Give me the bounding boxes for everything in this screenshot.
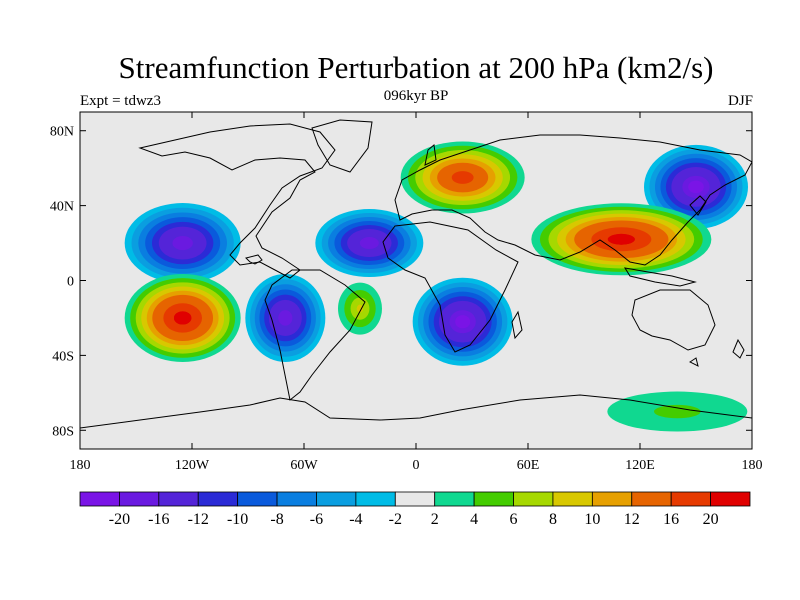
colorbar-box [355,491,396,507]
colorbar-box [552,491,593,507]
contour-band [173,237,192,250]
colorbar-box [591,491,633,507]
colorbar-box [631,491,672,507]
season-label: DJF [727,93,753,109]
field-feature [531,203,712,276]
x-tick-label: 0 [413,458,420,473]
colorbar-box [394,491,436,507]
x-tick-label: 120W [175,458,210,473]
colorbar-box [473,491,514,507]
y-axis: 80N 40N 0 40S 80S [50,125,752,439]
colorbar-box [513,491,554,507]
x-axis: 180 120W 60W 0 60E 120E 180 [70,112,763,473]
field-feature [338,282,382,335]
colorbar-label: -4 [349,511,362,528]
contour-band [455,315,471,329]
colorbar-box [119,491,160,507]
contour-band [654,404,701,419]
colorbar-label: 10 [584,511,600,528]
colorbar-box [158,491,199,507]
colorbar-label: -16 [148,511,169,528]
field-feature [124,203,241,284]
field-feature [607,391,748,432]
field-feature [412,277,513,366]
field-feature [400,141,525,214]
colorbar-label: 4 [470,511,478,528]
colorbar-label: -10 [227,511,248,528]
x-tick-label: 180 [742,458,763,473]
colorbar-label: 16 [663,511,679,528]
colorbar-box [276,491,317,507]
y-tick-label: 80S [52,424,74,439]
field-feature [315,209,424,278]
plot-title: Streamfunction Perturbation at 200 hPa (… [118,50,714,85]
colorbar-box [197,491,239,507]
colorbar-box [79,491,120,507]
x-tick-label: 180 [70,458,91,473]
experiment-label: Expt = tdwz3 [80,93,161,109]
colorbar-label: -6 [310,511,323,528]
contour-band [361,237,378,249]
colorbar-label: -20 [109,511,130,528]
field-feature [124,273,241,362]
colorbar-label: 20 [703,511,719,528]
colorbar-box [237,491,278,507]
y-tick-label: 40S [52,349,74,364]
field-feature [245,273,326,362]
x-tick-label: 120E [625,458,655,473]
y-tick-label: 40N [50,200,74,215]
y-tick-label: 0 [67,275,74,290]
colorbar-label: 2 [431,511,439,528]
x-tick-label: 60E [517,458,540,473]
time-label: 096kyr BP [383,88,449,104]
x-tick-label: 60W [290,458,318,473]
contour-band [173,311,192,325]
colorbar-box [710,491,751,507]
contour-fields [124,141,748,432]
colorbar-label: 6 [510,511,518,528]
contour-band [688,180,704,194]
contour-band [607,233,635,245]
contour-band [356,304,364,313]
contour-band [453,172,472,183]
colorbar-box [316,491,357,507]
colorbar-label: -8 [270,511,283,528]
colorbar-label: 8 [549,511,557,528]
colorbar-box [670,491,711,507]
colorbar: -20 -16 -12 -10 -8 -6 -4 -2 2 4 6 8 10 12 16 20 [79,491,751,528]
y-tick-label: 80N [50,125,74,140]
colorbar-label: -12 [188,511,209,528]
contour-band [279,311,292,325]
colorbar-label: 12 [624,511,640,528]
colorbar-box [434,491,475,507]
colorbar-label: -2 [389,511,402,528]
field-feature [644,144,748,229]
coastlines [80,119,752,429]
